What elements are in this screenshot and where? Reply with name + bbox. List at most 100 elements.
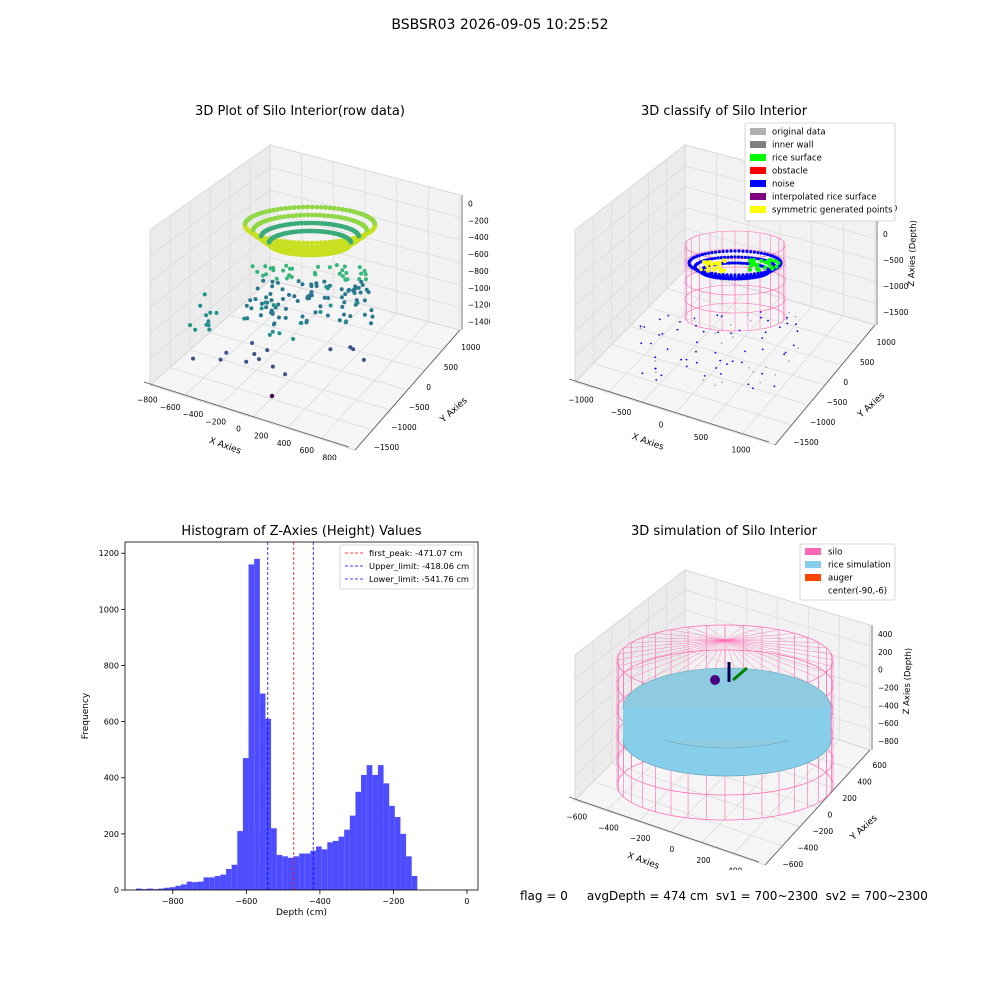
rice-surface-point [751,261,756,266]
point [344,271,349,275]
silo-wire [623,639,726,673]
point [267,332,272,337]
point [313,244,319,250]
point [289,275,294,279]
legend-label: symmetric generated points [772,206,893,216]
histogram-bar [147,888,153,890]
legend-swatch [750,154,766,161]
z-tick-label: −200 [878,684,899,693]
point [337,271,342,276]
noise-point [727,277,731,281]
noise-point [723,255,727,259]
x-tick-label: 1000 [731,446,750,455]
point [360,283,365,287]
x-tick-label: 0 [236,425,241,434]
x-axis-label: X Axies [630,432,665,453]
legend-label: interpolated rice surface [772,193,877,203]
point [361,357,366,362]
point [353,286,358,291]
point [342,300,347,305]
noise-point [641,372,644,375]
silo-wire [724,629,780,641]
histogram-bar [248,564,255,890]
noise-point [756,271,760,275]
histogram-bar [299,853,305,890]
noise-point [733,277,737,281]
rice-surface-point [773,258,778,263]
point [305,248,311,254]
noise-point [698,253,702,257]
noise-point [795,323,797,326]
point [309,290,314,294]
point [341,274,345,279]
point [204,313,209,318]
point [312,220,318,226]
point [224,350,229,355]
legend-swatch [805,574,821,581]
x-tick-label: −600 [235,897,257,906]
silo-wire [724,639,832,667]
point [362,312,367,317]
x-tick-label: −400 [309,897,331,906]
legend-label: Upper_limit: -418.06 cm [369,561,469,571]
symmetric-point [701,260,706,264]
noise-point [661,332,664,335]
silo-wire [724,639,832,655]
point [263,300,268,305]
point [309,282,314,287]
histogram-bar [175,885,182,890]
point [331,205,337,211]
silo-wire [724,626,763,641]
noise-point [749,272,753,276]
point [264,295,269,300]
symmetric-point [699,267,703,272]
point [346,288,351,293]
legend-label: rice simulation [828,561,891,571]
z-tick-label: −1000 [468,284,490,293]
noise-point [655,379,658,381]
point [313,212,319,218]
point [317,244,323,250]
point [340,207,345,212]
rice-surface-point [769,258,774,263]
histogram-bar [164,887,170,890]
noise-point [730,261,734,265]
noise-point [667,314,670,317]
point [250,341,255,345]
histogram-bar [344,829,350,890]
x-tick-label: 200 [254,432,269,441]
histogram-title: Histogram of Z-Axies (Height) Values [181,524,421,539]
noise-point [761,372,763,375]
noise-point [726,363,728,365]
point [327,265,332,270]
point [305,220,311,226]
y-tick-label: 600 [104,718,119,727]
noise-point [736,261,740,265]
histogram-bar [394,817,401,890]
silo-wire [724,639,827,673]
histogram-bar [372,774,378,890]
y-tick-label: −600 [783,860,804,869]
point [325,286,330,291]
y-tick-label: −1000 [810,418,836,427]
z-tick-label: −500 [883,256,904,265]
point [279,214,284,220]
noise-point [730,332,732,335]
histogram-bar [321,849,328,890]
classify-3d-plot: −1000−50005001000−1500−1000−500050010005… [568,122,919,455]
point [255,269,260,274]
point [279,206,284,212]
histogram-bar [203,877,210,890]
point [301,212,307,218]
histogram-bar [220,874,227,890]
noise-point [761,337,764,339]
x-axis-line [143,381,350,448]
point [348,345,353,350]
legend-label: rice surface [772,154,822,164]
point [305,204,311,210]
grid-line [574,165,686,256]
z-tick-label: −400 [878,701,899,710]
histogram-bar [152,889,159,890]
legend-swatch [750,141,766,148]
noise-point [660,374,663,377]
